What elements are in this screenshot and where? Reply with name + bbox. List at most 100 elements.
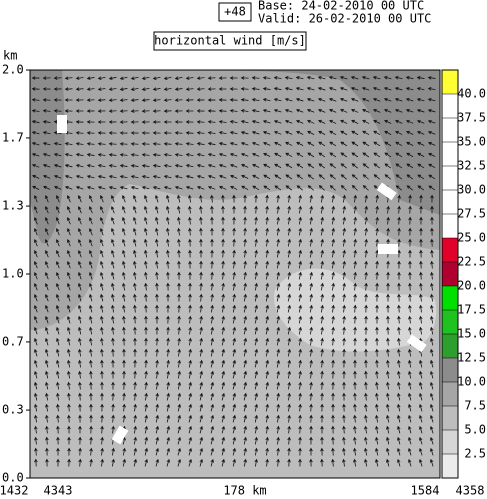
wind-arrow [155,260,159,269]
wind-arrow [397,370,401,379]
colorbar-band [442,166,458,190]
wind-arrow [364,282,368,291]
wind-arrow [155,315,159,324]
wind-arrow [100,436,104,445]
wind-arrow [386,414,390,423]
wind-arrow [405,76,414,80]
wind-arrow [386,348,390,357]
wind-arrow [265,326,269,335]
wind-arrow [353,348,357,357]
colorbar-band [442,214,458,238]
wind-arrow [232,304,236,313]
wind-arrow [284,119,293,124]
wind-arrow [100,370,104,379]
wind-arrow [232,348,236,357]
wind-arrow [331,414,335,423]
wind-arrow [55,260,60,269]
wind-arrow [97,175,106,179]
wind-arrow [243,414,247,423]
wind-arrow [273,98,282,102]
wind-arrow [408,392,412,401]
wind-arrow [56,370,60,379]
wind-arrow [309,436,313,445]
wind-arrow [174,120,183,124]
wind-arrow [119,164,128,168]
wind-arrow [185,131,194,135]
wind-arrow [152,98,161,102]
wind-arrow [408,359,412,368]
wind-arrow [243,216,247,225]
wind-arrow [221,238,225,247]
wind-arrow [309,249,313,258]
wind-arrow [331,337,335,346]
wind-arrow [33,370,38,379]
wind-arrow [397,315,401,324]
wind-arrow [428,152,436,157]
wind-arrow [362,119,370,124]
wind-arrow [86,131,95,135]
wind-arrow [89,315,93,324]
wind-arrow [53,142,62,146]
wind-arrow [340,174,347,180]
wind-arrow [152,185,161,190]
colorbar-tick-label: 17.5 [457,303,486,317]
wind-arrow [331,304,335,313]
wind-arrow [75,153,84,157]
wind-arrow [265,425,269,434]
wind-arrow [320,458,324,467]
wind-arrow [55,228,60,236]
wind-arrow [111,425,115,434]
wind-arrow [430,293,434,302]
wind-arrow [419,260,423,269]
wind-arrow [185,87,194,91]
wind-arrow [77,195,82,203]
wind-arrow [375,370,379,379]
wind-arrow [386,282,390,291]
wind-arrow [396,447,401,456]
wind-arrow [394,86,403,91]
wind-arrow [77,217,82,225]
wind-arrow [273,76,282,80]
wind-arrow [265,194,269,203]
wind-arrow [86,109,95,113]
wind-arrow [307,130,315,135]
wind-arrow [254,216,258,225]
wind-arrow [45,370,49,379]
wind-arrow [408,238,412,247]
wind-arrow [185,142,194,146]
wind-arrow [276,414,280,423]
wind-arrow [67,381,71,390]
wind-arrow [42,142,51,146]
wind-arrow [373,119,381,124]
wind-arrow [298,425,302,434]
wind-arrow [221,348,225,357]
wind-arrow [130,153,139,157]
wind-arrow [177,458,182,467]
wind-arrow [309,205,313,214]
wind-arrow [199,403,204,412]
wind-arrow [97,131,106,135]
wind-arrow [263,152,271,157]
wind-arrow [110,238,115,247]
wind-arrow [55,271,60,280]
wind-arrow [144,458,149,467]
wind-arrow [33,337,38,346]
wind-arrow [430,205,434,214]
wind-arrow [252,163,260,168]
wind-arrow [221,227,225,236]
wind-arrow [364,227,368,236]
wind-arrow [287,326,291,335]
wind-arrow [287,392,291,401]
wind-arrow [111,315,115,324]
wind-arrow [210,216,214,225]
wind-arrow [152,131,161,135]
wind-arrow [417,130,425,135]
wind-arrow [86,98,95,102]
wind-arrow [395,185,402,191]
wind-arrow [155,249,159,258]
wind-arrow [320,337,324,346]
wind-arrow [97,109,106,113]
wind-arrow [33,348,38,357]
wind-arrow [383,108,392,113]
